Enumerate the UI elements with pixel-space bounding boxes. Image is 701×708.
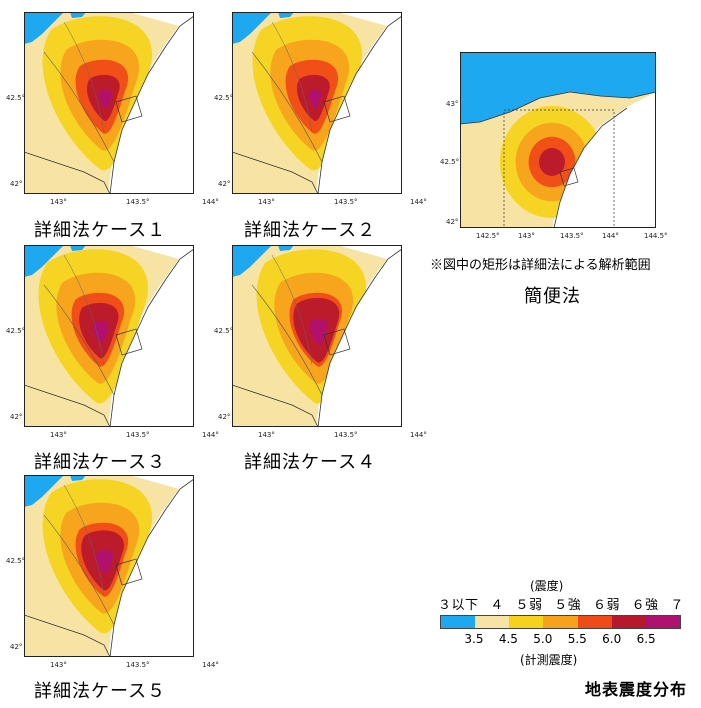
analysis-range-note: ※図中の矩形は詳細法による解析範囲 xyxy=(430,258,651,273)
legend-color-swatch xyxy=(611,616,646,628)
map-simple: 43° 42.5° 42° 142.5° 143° 143.5° 144° 144.5° xyxy=(440,52,668,240)
map-case-5: 42.5° 42° 143° 143.5° 144° xyxy=(6,475,219,669)
caption-case-1: 詳細法ケース１ xyxy=(34,220,167,241)
legend-threshold: 6.0 xyxy=(602,632,622,646)
lon-tick-label: 143.5° xyxy=(560,232,584,240)
lat-tick-label: 42.5° xyxy=(214,94,234,102)
lon-tick-label: 143° xyxy=(50,198,67,206)
lon-tick-label: 143° xyxy=(50,661,67,669)
lat-tick-label: 42.5° xyxy=(440,158,460,166)
legend-intensity-class: ６強 xyxy=(631,598,659,613)
caption-case-2: 詳細法ケース２ xyxy=(244,220,377,241)
map-case-3: 42.5° 42° 143° 143.5° 144° xyxy=(6,245,219,439)
legend-color-bar xyxy=(440,615,681,629)
lon-tick-label: 144° xyxy=(202,198,219,206)
lat-tick-label: 42.5° xyxy=(6,557,26,565)
lat-tick-label: 42° xyxy=(10,413,23,421)
lon-tick-label: 143.5° xyxy=(334,198,358,206)
lat-tick-label: 42° xyxy=(10,180,23,188)
lat-tick-label: 42° xyxy=(218,413,231,421)
lon-tick-label: 142.5° xyxy=(476,232,500,240)
lat-tick-label: 42° xyxy=(10,643,23,651)
legend-intensity-class: ４ xyxy=(490,598,504,613)
lon-tick-label: 143.5° xyxy=(126,198,150,206)
lat-tick-label: 42.5° xyxy=(6,94,26,102)
caption-case-4: 詳細法ケース４ xyxy=(244,452,377,473)
legend-threshold: 3.5 xyxy=(464,632,484,646)
legend-threshold: 4.5 xyxy=(498,632,518,646)
legend-color-swatch xyxy=(645,616,680,628)
legend-color-swatch xyxy=(543,616,578,628)
legend-color-swatch xyxy=(509,616,544,628)
lon-tick-label: 143° xyxy=(258,431,275,439)
legend-intensity-class: ６弱 xyxy=(592,598,620,613)
lat-tick-label: 42° xyxy=(446,218,459,226)
legend-color-swatch xyxy=(577,616,612,628)
map-case-2: 42.5° 42° 143° 143.5° 144° xyxy=(214,12,427,206)
lon-tick-label: 143° xyxy=(50,431,67,439)
lat-tick-label: 42.5° xyxy=(6,327,26,335)
legend-intensity-class: ３以下 xyxy=(438,598,479,613)
lat-tick-label: 42° xyxy=(218,180,231,188)
legend-intensity-class: ５強 xyxy=(554,598,582,613)
legend-threshold: 5.0 xyxy=(533,632,553,646)
legend-threshold: 6.5 xyxy=(636,632,656,646)
lon-tick-label: 143° xyxy=(518,232,535,240)
legend-measure-label: (計測震度) xyxy=(520,653,578,667)
map-case-1: 42.5° 42° 143° 143.5° 144° xyxy=(6,12,219,206)
legend-color-swatch xyxy=(475,616,510,628)
lat-tick-label: 43° xyxy=(446,100,459,108)
lon-tick-label: 144° xyxy=(410,431,427,439)
legend-color-swatch xyxy=(441,616,476,628)
lon-tick-label: 144° xyxy=(202,431,219,439)
caption-case-3: 詳細法ケース３ xyxy=(34,452,167,473)
legend-threshold: 5.5 xyxy=(567,632,587,646)
legend-intensity-classes: ３以下 ４ ５弱 ５強 ６弱 ６強 ７ xyxy=(438,594,684,613)
lon-tick-label: 143.5° xyxy=(126,431,150,439)
lon-tick-label: 144° xyxy=(202,661,219,669)
legend-title: 地表震度分布 xyxy=(584,680,687,699)
lon-tick-label: 143° xyxy=(258,198,275,206)
caption-case-5: 詳細法ケース５ xyxy=(34,681,167,702)
lat-tick-label: 42.5° xyxy=(214,327,234,335)
map-case-4: 42.5° 42° 143° 143.5° 144° xyxy=(214,245,427,439)
lon-tick-label: 144° xyxy=(410,198,427,206)
caption-simple: 簡便法 xyxy=(524,286,581,307)
lon-tick-label: 143.5° xyxy=(126,661,150,669)
legend-scale-label: (震度) xyxy=(530,579,564,593)
legend-intensity-class: ５弱 xyxy=(515,598,543,613)
lon-tick-label: 144° xyxy=(602,232,619,240)
legend-intensity-class: ７ xyxy=(670,598,684,613)
lon-tick-label: 143.5° xyxy=(334,431,358,439)
lon-tick-label: 144.5° xyxy=(644,232,668,240)
